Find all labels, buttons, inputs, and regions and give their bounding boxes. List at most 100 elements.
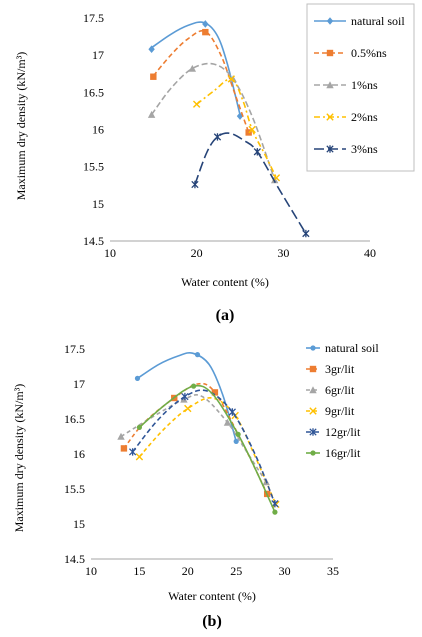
data-point <box>147 110 156 118</box>
series-line <box>152 29 250 133</box>
legend-marker <box>310 450 316 456</box>
legend-marker <box>309 428 317 436</box>
legend-label: natural soil <box>351 14 405 28</box>
legend-label: 16gr/lit <box>325 446 361 460</box>
data-point <box>150 73 157 80</box>
data-point <box>188 64 197 72</box>
chart-b-xlabel: Water content (%) <box>168 589 256 603</box>
data-point <box>253 148 261 156</box>
series-line <box>137 351 237 442</box>
data-point <box>134 375 141 381</box>
y-tick-label: 15 <box>73 517 85 531</box>
data-point <box>245 129 252 136</box>
y-tick-label: 15.5 <box>83 160 104 174</box>
legend-marker <box>310 345 316 351</box>
legend-marker <box>326 81 334 89</box>
legend-marker <box>309 365 317 373</box>
data-point <box>135 453 144 461</box>
legend-label: natural soil <box>325 341 379 355</box>
data-point <box>191 180 199 189</box>
data-point <box>233 438 239 444</box>
chart-a-caption: (a) <box>216 307 235 324</box>
chart-a: 14.5 15 15.5 16 16.5 17 17.5 10 20 30 40 natural s… <box>14 3 415 324</box>
y-tick-label: 15 <box>92 197 104 211</box>
x-tick-label: 10 <box>104 246 116 260</box>
data-point <box>248 125 256 134</box>
y-tick-label: 16.5 <box>64 412 85 426</box>
legend-marker <box>326 17 334 25</box>
y-tick-label: 17.5 <box>83 11 104 25</box>
legend-label: 2%ns <box>351 110 378 124</box>
data-point <box>236 112 244 120</box>
legend-label: 3%ns <box>351 142 378 156</box>
data-point <box>228 408 236 416</box>
data-point <box>181 392 189 401</box>
legend-label: 3gr/lit <box>325 362 355 376</box>
chart-b-caption: (b) <box>202 613 222 630</box>
x-tick-label: 35 <box>327 564 339 578</box>
legend-marker <box>309 407 317 415</box>
data-point <box>223 418 232 426</box>
data-point <box>120 445 128 452</box>
chart-a-legend-box <box>306 3 415 172</box>
data-point <box>227 75 236 83</box>
legend-marker <box>326 49 334 57</box>
series-line <box>194 132 307 235</box>
x-tick-label: 25 <box>230 564 242 578</box>
data-point <box>194 352 201 358</box>
chart-b: 14.5 15 15.5 16 16.5 17 17.5 10 15 20 25 30 35 natur… <box>12 341 379 630</box>
legend-label: 0.5%ns <box>351 46 387 60</box>
y-tick-label: 17 <box>73 377 85 391</box>
y-tick-label: 14.5 <box>64 552 85 566</box>
data-point <box>229 75 237 83</box>
data-point <box>235 431 241 437</box>
y-tick-label: 14.5 <box>83 234 104 248</box>
data-point <box>148 45 155 54</box>
y-tick-label: 17.5 <box>64 342 85 356</box>
chart-b-legend: natural soil 3gr/lit 6gr/lit 9gr/lit 12gr/li… <box>306 341 379 460</box>
legend-marker <box>309 386 317 394</box>
legend-label: 12gr/lit <box>325 425 361 439</box>
data-point <box>136 424 142 430</box>
x-tick-label: 40 <box>364 246 376 260</box>
series-line <box>138 397 277 505</box>
data-point <box>272 509 278 515</box>
legend-marker <box>326 145 334 153</box>
chart-a-ylabel: Maximum dry density (kN/m³) <box>14 52 28 201</box>
y-tick-label: 17 <box>92 48 104 62</box>
series-line <box>150 62 276 181</box>
chart-b-plot-area: 14.5 15 15.5 16 16.5 17 17.5 10 15 20 25 30 35 <box>64 342 339 578</box>
chart-a-plot-area: 14.5 15 15.5 16 16.5 17 17.5 10 20 30 40 <box>83 11 376 260</box>
y-tick-label: 16 <box>92 123 104 137</box>
legend-label: 1%ns <box>351 78 378 92</box>
data-point <box>191 383 197 389</box>
data-point <box>184 404 192 413</box>
chart-a-xlabel: Water content (%) <box>181 275 269 289</box>
x-tick-label: 10 <box>85 564 97 578</box>
x-tick-label: 20 <box>191 246 203 260</box>
data-point <box>302 229 310 238</box>
x-tick-label: 15 <box>133 564 145 578</box>
data-point <box>213 133 222 141</box>
data-point <box>128 448 137 456</box>
series-line <box>131 389 276 504</box>
legend-label: 9gr/lit <box>325 404 355 418</box>
data-point <box>117 432 125 440</box>
legend-marker <box>326 113 334 121</box>
y-tick-label: 15.5 <box>64 482 85 496</box>
x-tick-label: 30 <box>277 246 289 260</box>
y-tick-label: 16 <box>73 447 85 461</box>
y-tick-label: 16.5 <box>83 85 104 99</box>
legend-label: 6gr/lit <box>325 383 355 397</box>
data-point <box>192 100 201 108</box>
chart-b-ylabel: Maximum dry density (kN/m³) <box>12 384 26 533</box>
data-point <box>202 28 209 36</box>
data-point <box>202 20 209 28</box>
x-tick-label: 20 <box>182 564 194 578</box>
series-line <box>138 384 276 513</box>
x-tick-label: 30 <box>279 564 291 578</box>
data-point <box>211 389 219 396</box>
chart-a-legend: natural soil 0.5%ns 1%ns 2%ns 3%ns <box>314 14 405 156</box>
data-point <box>180 395 188 403</box>
